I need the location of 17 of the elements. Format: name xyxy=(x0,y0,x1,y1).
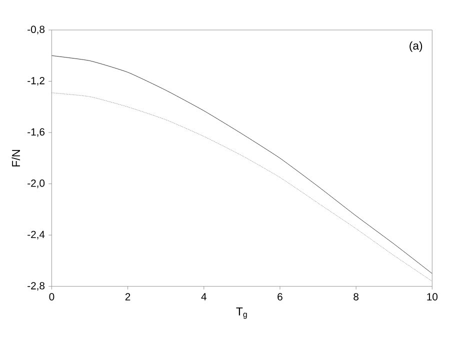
line-series xyxy=(52,55,432,274)
x-tick-label: 2 xyxy=(125,293,130,300)
y-tick-label: -1,6 xyxy=(28,128,44,137)
annotation: (a) xyxy=(410,41,422,52)
y-tick-label: -2,8 xyxy=(28,282,44,291)
y-tick-label: -2,0 xyxy=(28,180,45,188)
y-tick-label: -2,4 xyxy=(28,230,45,240)
y-tick-label: -0,8 xyxy=(28,26,44,34)
y-axis-title: F/N xyxy=(12,150,20,166)
x-axis-title: T$_{g}$ xyxy=(236,308,247,319)
x-tick-label: 8 xyxy=(354,293,358,300)
line-series xyxy=(52,92,432,282)
y-tick-label: -1,2 xyxy=(28,76,44,86)
x-tick-label: 6 xyxy=(278,293,282,300)
x-tick-label: 0 xyxy=(49,293,54,300)
x-tick-label: 10 xyxy=(427,293,438,300)
x-tick-label: 4 xyxy=(201,293,206,300)
